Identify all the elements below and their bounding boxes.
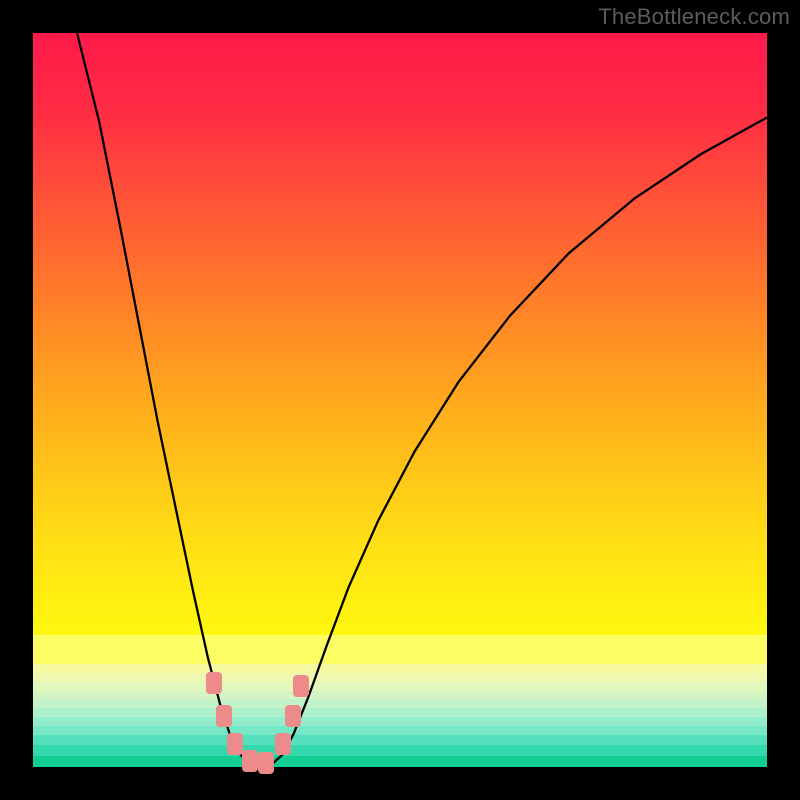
color-band xyxy=(33,717,767,726)
plot-area xyxy=(33,33,767,767)
attribution-text: TheBottleneck.com xyxy=(598,4,790,30)
color-band xyxy=(33,745,767,756)
color-band xyxy=(33,756,767,767)
data-marker xyxy=(206,672,222,694)
color-band xyxy=(33,726,767,735)
data-marker xyxy=(275,733,291,755)
data-marker xyxy=(242,750,258,772)
color-band xyxy=(33,691,767,700)
color-band xyxy=(33,699,767,708)
data-marker xyxy=(216,705,232,727)
data-marker xyxy=(293,675,309,697)
color-band xyxy=(33,735,767,745)
data-marker xyxy=(285,705,301,727)
data-marker xyxy=(227,733,243,755)
data-marker xyxy=(258,752,274,774)
color-band xyxy=(33,708,767,717)
color-band xyxy=(33,664,767,673)
color-band xyxy=(33,635,767,664)
color-band xyxy=(33,673,767,682)
color-band xyxy=(33,682,767,691)
